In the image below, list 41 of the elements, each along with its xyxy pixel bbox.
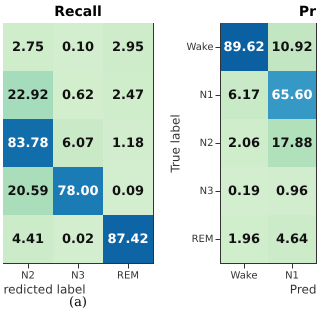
y-tick-label: N2 (200, 138, 214, 149)
data-label: 0.10 (62, 40, 94, 55)
data-label: 4.64 (276, 232, 308, 247)
x-axis-title: redicted label (4, 282, 86, 296)
text: (a) (69, 295, 87, 310)
x-tick-label: N3 (71, 270, 85, 282)
data-label: 2.47 (112, 88, 144, 103)
y-axis-title: True label (168, 114, 183, 174)
data-label: 65.60 (271, 88, 313, 103)
x-tick-label: N1 (285, 270, 299, 282)
data-label: 0.02 (62, 232, 94, 247)
x-tick-label: Wake (230, 270, 258, 282)
data-label: 87.42 (107, 232, 149, 247)
data-label: 0.96 (276, 184, 308, 199)
y-tick-label: REM (192, 234, 214, 245)
data-label: 83.78 (7, 136, 49, 151)
data-label: 0.09 (112, 184, 144, 199)
data-label: 17.88 (271, 136, 313, 151)
data-label: 0.19 (228, 184, 260, 199)
y-tick-label: Wake (186, 42, 214, 53)
data-label: 1.18 (112, 136, 144, 151)
x-tick-label: REM (117, 270, 139, 282)
data-label: 1.96 (228, 232, 260, 247)
data-label: 6.17 (228, 88, 260, 103)
y-tick-label: N1 (200, 90, 214, 101)
data-label: 78.00 (57, 184, 99, 199)
chart-title: Pr (298, 4, 316, 20)
y-tick-label: N3 (200, 186, 214, 197)
data-label: 10.92 (271, 40, 313, 55)
data-label: 22.92 (7, 88, 49, 103)
data-label: 89.62 (223, 40, 265, 55)
chart-title: Recall (54, 4, 102, 20)
data-label: 4.41 (12, 232, 44, 247)
data-label: 2.75 (12, 40, 44, 55)
x-axis-title: Pred (290, 282, 316, 296)
data-label: 2.06 (228, 136, 260, 151)
data-label: 0.62 (62, 88, 94, 103)
x-tick-label: N2 (21, 270, 35, 282)
data-label: 6.07 (62, 136, 94, 151)
data-label: 2.95 (112, 40, 144, 55)
data-label: 20.59 (7, 184, 49, 199)
